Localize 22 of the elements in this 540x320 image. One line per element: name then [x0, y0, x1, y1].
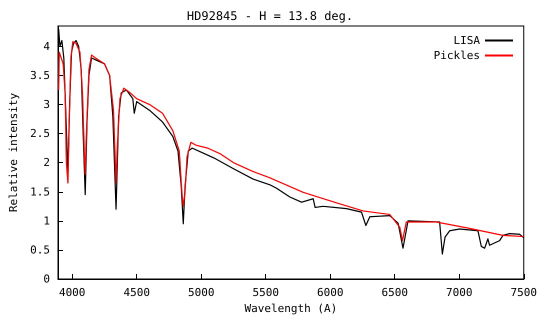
y-tick-label: 3.5 — [30, 68, 50, 82]
y-axis-title: Relative intensity — [7, 92, 20, 212]
x-tick-label: 5000 — [188, 286, 214, 299]
y-tick-label: 1.5 — [30, 185, 50, 198]
y-tick-label: 2.5 — [30, 127, 50, 140]
x-axis-title: Wavelength (A) — [244, 302, 338, 315]
chart-title: HD92845 - H = 13.8 deg. — [186, 9, 354, 23]
y-tick-label: 0 — [43, 272, 50, 286]
legend-label: Pickles — [434, 49, 480, 62]
x-tick-label: 4000 — [58, 286, 86, 299]
y-tick-label: 3 — [43, 98, 50, 112]
x-tick-label: 4500 — [123, 286, 150, 299]
y-tick-label: 1 — [43, 214, 50, 228]
y-tick-label: 4 — [43, 40, 50, 53]
x-tick-label: 7500 — [510, 286, 538, 299]
x-tick-label: 6000 — [316, 286, 344, 299]
x-tick-label: 5500 — [252, 286, 279, 299]
y-tick-label: 0.5 — [30, 243, 50, 256]
y-tick-label: 2 — [43, 156, 50, 170]
legend-label: LISA — [454, 34, 480, 47]
x-tick-label: 7000 — [446, 286, 472, 299]
x-tick-label: 6500 — [381, 286, 408, 299]
